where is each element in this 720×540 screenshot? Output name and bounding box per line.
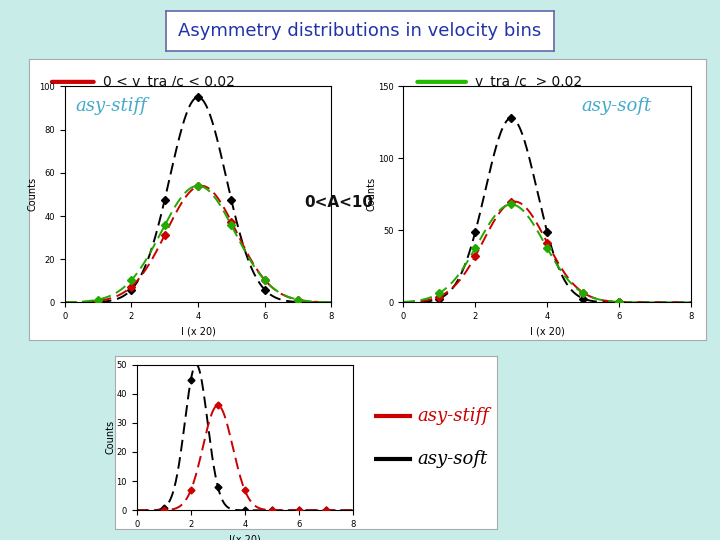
Y-axis label: Counts: Counts xyxy=(105,420,115,455)
Text: asy-soft: asy-soft xyxy=(582,97,652,115)
Text: asy-stiff: asy-stiff xyxy=(76,97,147,115)
X-axis label: I (x 20): I (x 20) xyxy=(530,327,564,336)
Text: Asymmetry distributions in velocity bins: Asymmetry distributions in velocity bins xyxy=(179,22,541,40)
Text: 0 < v_tra /c < 0.02: 0 < v_tra /c < 0.02 xyxy=(103,75,235,89)
Text: asy-stiff: asy-stiff xyxy=(418,407,490,425)
Text: 0<A<10: 0<A<10 xyxy=(304,195,373,210)
Text: v_tra /c  > 0.02: v_tra /c > 0.02 xyxy=(475,75,582,89)
Text: asy-soft: asy-soft xyxy=(418,450,488,468)
Y-axis label: Counts: Counts xyxy=(28,177,38,212)
Y-axis label: Counts: Counts xyxy=(366,177,377,212)
X-axis label: I(x 20): I(x 20) xyxy=(229,535,261,540)
X-axis label: I (x 20): I (x 20) xyxy=(181,327,215,336)
